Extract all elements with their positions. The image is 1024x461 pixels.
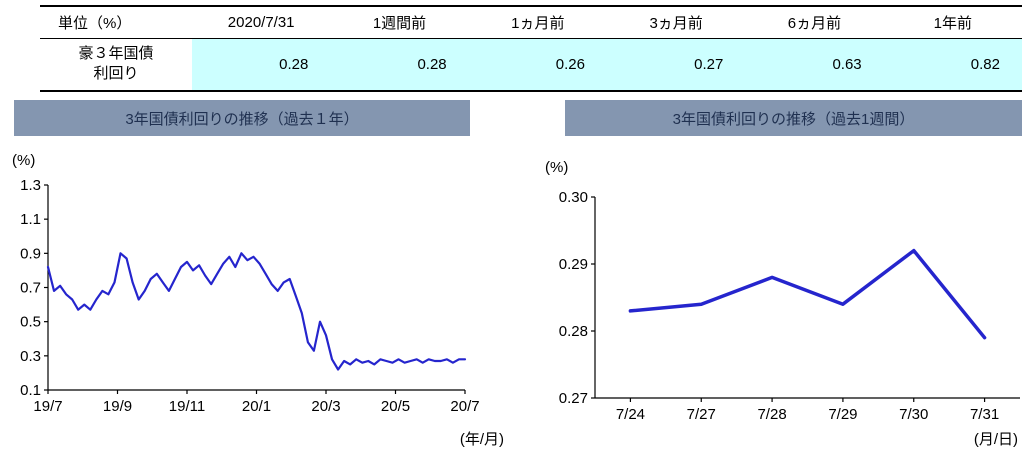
svg-text:0.29: 0.29 bbox=[559, 256, 588, 273]
svg-text:20/1: 20/1 bbox=[242, 398, 271, 415]
svg-text:20/3: 20/3 bbox=[311, 398, 340, 415]
table-header-6months-ago: 6ヵ月前 bbox=[787, 15, 842, 32]
row-label-aud-3y-yield: 豪３年国債 利回り bbox=[40, 38, 192, 91]
yield-value-1year-ago: 0.82 bbox=[883, 38, 1022, 91]
svg-text:7/27: 7/27 bbox=[687, 406, 716, 423]
yield-value-3months-ago: 0.27 bbox=[606, 38, 746, 91]
svg-text:19/9: 19/9 bbox=[103, 398, 132, 415]
svg-text:0.28: 0.28 bbox=[559, 323, 588, 340]
svg-text:7/31: 7/31 bbox=[970, 406, 999, 423]
svg-text:0.9: 0.9 bbox=[20, 245, 41, 262]
table-header-1year-ago: 1年前 bbox=[933, 15, 972, 32]
y-axis-ticks: 0.27 0.28 0.29 0.30 bbox=[559, 189, 595, 407]
yearly-yield-line-chart: (%) 0.1 0.3 0.5 0.7 0.9 1.1 1.3 19/7 19/9 19/11 20/… bbox=[12, 152, 504, 448]
table-data-row: 豪３年国債 利回り 0.28 0.28 0.26 0.27 0.63 0.82 bbox=[40, 38, 1022, 91]
yield-value-current: 0.28 bbox=[192, 38, 331, 91]
svg-text:1.3: 1.3 bbox=[20, 177, 41, 194]
table-header-1week-ago: 1週間前 bbox=[372, 15, 427, 32]
svg-text:20/7: 20/7 bbox=[450, 398, 479, 415]
svg-text:0.3: 0.3 bbox=[20, 348, 41, 365]
svg-text:19/11: 19/11 bbox=[169, 398, 205, 415]
x-axis-ticks: 7/24 7/27 7/28 7/29 7/30 7/31 bbox=[616, 398, 999, 423]
table-header-current-date: 2020/7/31 bbox=[227, 14, 295, 31]
yield-value-1month-ago: 0.26 bbox=[468, 38, 607, 91]
yield-line-series bbox=[46, 252, 467, 371]
table-header-row: 単位（%） 2020/7/31 1週間前 1ヵ月前 3ヵ月前 6ヵ月前 1年前 bbox=[40, 6, 1022, 39]
table-header-unit: 単位（%） bbox=[58, 15, 132, 32]
y-axis-unit-label: (%) bbox=[12, 152, 35, 169]
svg-text:0.27: 0.27 bbox=[559, 390, 588, 407]
yield-line-series bbox=[628, 248, 987, 340]
x-axis-unit-label: (年/月) bbox=[460, 431, 504, 448]
yield-rates-table: 単位（%） 2020/7/31 1週間前 1ヵ月前 3ヵ月前 6ヵ月前 1年前 … bbox=[40, 5, 1022, 92]
y-axis-unit-label: (%) bbox=[545, 159, 568, 176]
x-axis-ticks: 19/7 19/9 19/11 20/1 20/3 20/5 20/7 bbox=[33, 390, 480, 415]
svg-text:0.1: 0.1 bbox=[20, 382, 41, 399]
table-header-3months-ago: 3ヵ月前 bbox=[649, 15, 703, 32]
chart-title-weekly: 3年国債利回りの推移（過去1週間） bbox=[565, 100, 1022, 136]
svg-text:20/5: 20/5 bbox=[381, 398, 410, 415]
x-axis-unit-label: (月/日) bbox=[974, 431, 1018, 448]
chart-title-yearly: 3年国債利回りの推移（過去１年） bbox=[14, 100, 470, 136]
svg-text:0.7: 0.7 bbox=[20, 280, 41, 297]
svg-text:0.30: 0.30 bbox=[559, 189, 588, 206]
axes bbox=[594, 197, 1020, 399]
table-header-1month-ago: 1ヵ月前 bbox=[511, 15, 565, 32]
y-axis-ticks: 0.1 0.3 0.5 0.7 0.9 1.1 1.3 bbox=[20, 177, 48, 399]
svg-text:0.5: 0.5 bbox=[20, 314, 41, 331]
svg-text:7/24: 7/24 bbox=[616, 406, 645, 423]
yield-value-6months-ago: 0.63 bbox=[745, 38, 884, 91]
axes bbox=[47, 185, 465, 391]
weekly-yield-line-chart: (%)0.270.280.290.307/24 7/27 7/28 7/29 7/30 7… bbox=[545, 159, 1020, 448]
svg-text:7/29: 7/29 bbox=[828, 406, 857, 423]
svg-text:7/28: 7/28 bbox=[757, 406, 786, 423]
svg-text:7/30: 7/30 bbox=[899, 406, 928, 423]
yield-value-1week-ago: 0.28 bbox=[330, 38, 469, 91]
svg-text:19/7: 19/7 bbox=[33, 398, 62, 415]
svg-text:1.1: 1.1 bbox=[20, 211, 41, 228]
